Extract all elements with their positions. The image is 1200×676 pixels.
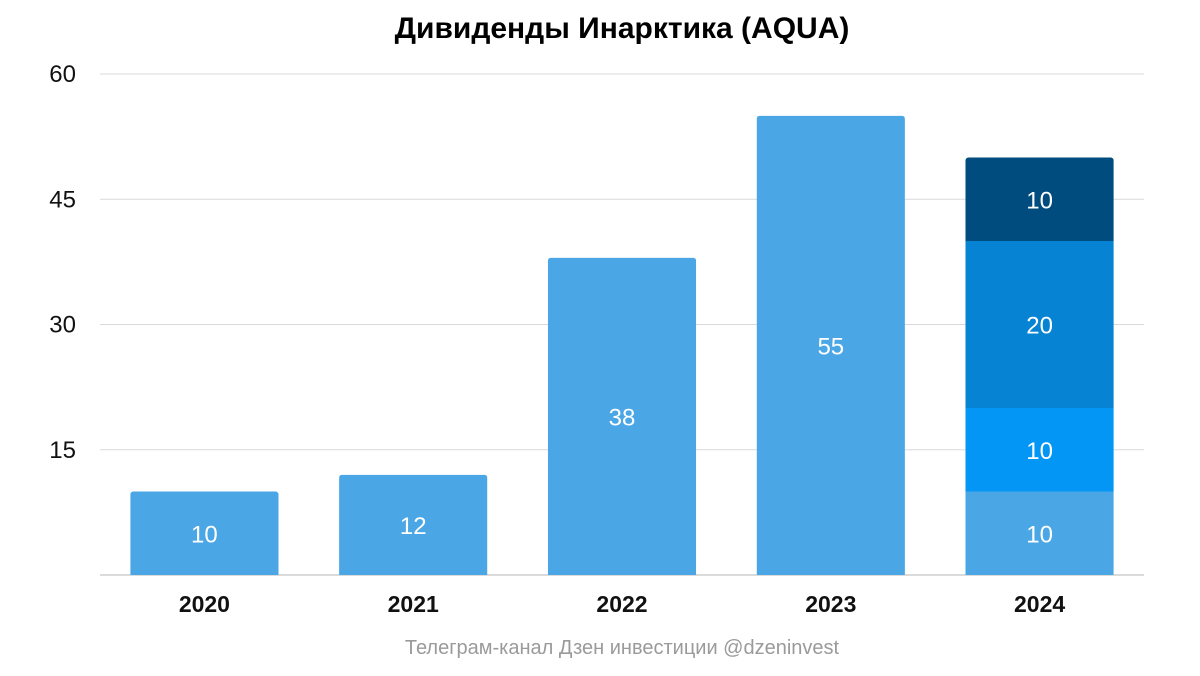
bar-segment [756,115,905,575]
x-tick-label: 2021 [388,591,439,617]
watermark-caption: Телеграм-канал Дзен инвестиции @dzeninve… [405,637,840,659]
bar-2022 [547,257,697,575]
x-tick-label: 2024 [1014,591,1065,617]
bar-segment [965,408,1114,492]
y-tick-label: 45 [49,186,76,213]
data-label: 12 [400,513,427,540]
x-axis-ticks: 2020 2021 2022 2023 2024 [179,591,1066,617]
y-tick-label: 15 [49,437,76,464]
y-axis-ticks: 15 30 45 60 [49,61,76,464]
x-tick-label: 2022 [596,591,647,617]
data-label: 10 [1026,521,1053,548]
bar-2020 [130,491,279,575]
bar-2021 [339,474,488,575]
x-tick-label: 2023 [805,591,856,617]
data-label: 10 [191,521,218,548]
bar-segment [130,491,279,575]
bar-segment [965,491,1114,575]
bar-segment [339,474,488,575]
data-label: 55 [817,333,844,360]
data-label: 10 [1026,187,1053,214]
bar-segment [547,257,697,575]
bar-2024 [965,157,1114,575]
bar-2023 [756,115,905,575]
chart-title: Дивиденды Инарктика (AQUA) [395,12,850,45]
bar-labels: 10 12 38 55 10 10 20 10 [191,187,1053,548]
y-tick-label: 30 [49,312,76,339]
data-label: 38 [609,404,636,431]
data-label: 10 [1026,438,1053,465]
x-tick-label: 2020 [179,591,230,617]
bar-segment [965,157,1114,241]
y-tick-label: 60 [49,61,76,88]
data-label: 20 [1026,313,1053,340]
bar-segment [965,241,1114,408]
bars [130,115,1114,575]
